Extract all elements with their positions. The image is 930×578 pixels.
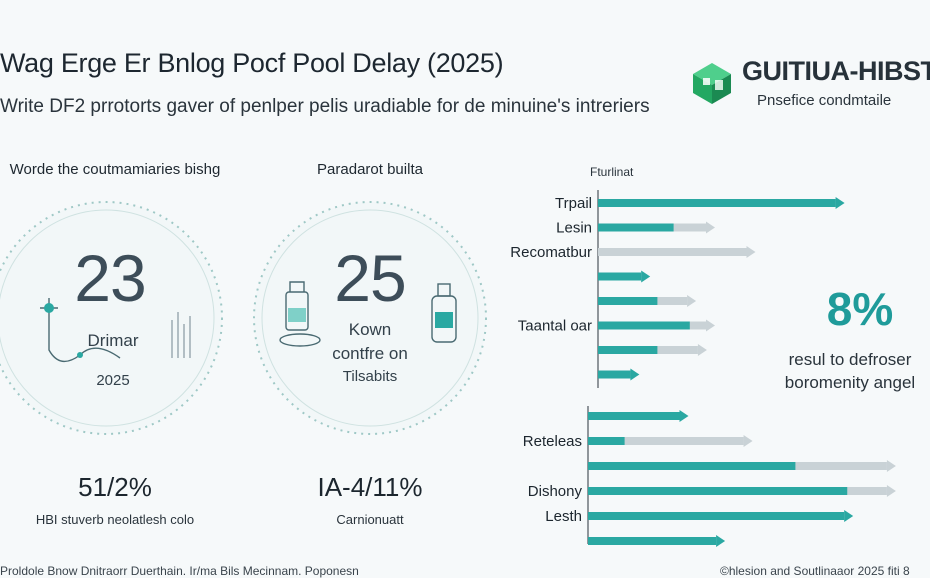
bottle-icon (431, 283, 457, 343)
bottom-arrow-0 (679, 410, 689, 422)
network-icon (40, 298, 121, 363)
panel-mid-line1: Kown (348, 320, 392, 339)
top-arrow-7 (630, 368, 640, 381)
bottom-label-1: Reteleas (523, 433, 582, 450)
top-bar-teal-5 (598, 321, 690, 330)
footer-left: Proldole Bnow Dnitraorr Duerthain. Ir/ma… (0, 564, 359, 578)
panel-left-line2: 2025 (96, 372, 130, 389)
cube-logo-icon (693, 63, 731, 104)
top-arrow-3 (641, 270, 651, 283)
top-arrow-2 (746, 246, 756, 258)
panel-mid-stat-label: Carnionuatt (336, 512, 404, 527)
top-bar-gray-2 (598, 248, 747, 256)
top-arrow-4 (687, 295, 697, 307)
jar-icon (279, 281, 321, 347)
top-arrow-5 (706, 319, 715, 332)
top-label-5: Taantal oar (518, 318, 592, 335)
panel-left-line1: Drimar (87, 331, 139, 350)
panel-mid-number: 25 (334, 241, 406, 315)
panel-left-stat-label: HBI stuverb neolatlesh colo (35, 512, 195, 527)
panel-left-stat: 51/2% (78, 472, 152, 502)
brand-tagline: Pnsefice condmtaile (757, 92, 892, 109)
bottom-bar-teal-2 (588, 462, 796, 470)
circle-mid (253, 201, 487, 435)
bottom-arrow-2 (886, 460, 896, 472)
panel-mid-line3: Tilsabits (342, 368, 398, 385)
panel-mid-line2: contfre on (332, 344, 408, 363)
panel-left-heading: Worde the coutmamiaries bishg (9, 161, 221, 178)
bottom-bar-teal-5 (588, 537, 717, 545)
bars-group-bottom: Reteleas Dishony Lesth (523, 410, 896, 547)
top-label-1: Lesin (556, 220, 592, 237)
top-label-2: Recomatbur (510, 244, 592, 261)
bottom-arrow-5 (716, 535, 726, 547)
side-stat-line1: resul to defroser (788, 350, 912, 369)
circle-left (0, 201, 223, 435)
brand-logo (693, 63, 731, 104)
bottom-bar-teal-0 (588, 412, 680, 420)
top-arrow-0 (835, 197, 845, 209)
footer-right: ©hlesion and Soutlinaaor 2025 fiti 8 (720, 564, 910, 578)
top-bar-teal-7 (598, 370, 631, 379)
top-bar-teal-6 (598, 346, 658, 354)
bottom-bar-teal-3 (588, 487, 848, 495)
top-bar-teal-0 (598, 199, 836, 207)
bottom-arrow-1 (743, 435, 753, 447)
top-arrow-1 (706, 221, 715, 234)
page-subtitle: Write DF2 prrotorts gaver of penlper pel… (0, 96, 650, 117)
bottom-bar-teal-4 (588, 512, 845, 520)
bottom-label-3: Dishony (528, 483, 583, 500)
page-title: Wag Erge Er Bnlog Pocf Pool Delay (2025) (0, 48, 504, 78)
bars-group-top: Trpail Lesin Recomatbur Taantal oar (510, 195, 845, 381)
top-bar-teal-3 (598, 272, 642, 281)
panel-left-number: 23 (74, 241, 146, 315)
panel-mid-heading: Paradarot builta (317, 161, 423, 178)
side-stat-value: 8% (826, 283, 894, 335)
bars-icon (171, 312, 191, 358)
bottom-bar-teal-1 (588, 437, 625, 445)
top-label-0: Trpail (555, 195, 592, 212)
bottom-bar-gray-1 (588, 437, 744, 445)
bottom-arrow-4 (844, 510, 854, 522)
panel-mid-stat: IA-4/11% (317, 472, 423, 502)
top-bar-teal-4 (598, 297, 658, 305)
bottom-label-4: Lesth (545, 508, 582, 525)
side-stat-line2: boromenity angel (784, 373, 916, 392)
brand-name: GUITIUA-HIBST (742, 56, 930, 86)
bar-chart: Fturlinat Trpail Lesin Recomatbur Taantal o… (510, 165, 896, 547)
chart-title: Fturlinat (590, 165, 634, 179)
top-bar-teal-1 (598, 223, 674, 232)
top-arrow-6 (697, 344, 707, 356)
bottom-arrow-3 (886, 485, 896, 497)
